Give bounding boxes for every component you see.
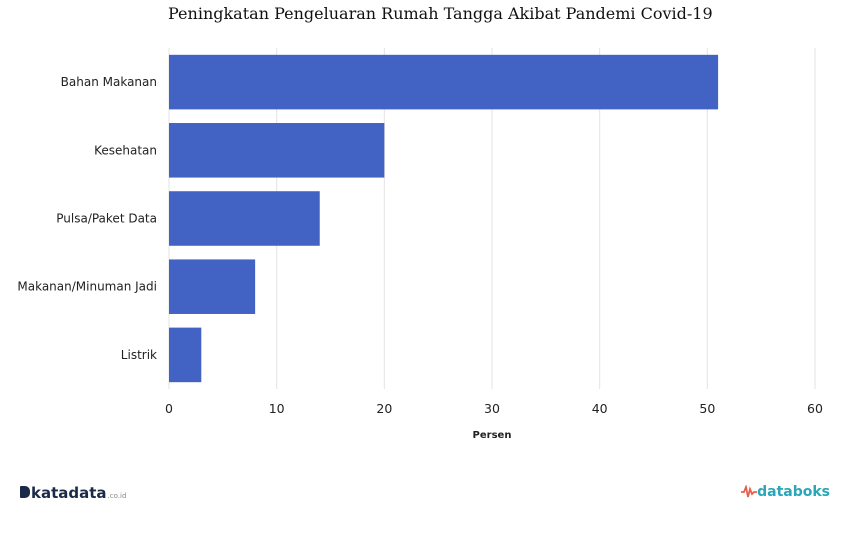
x-tick-label: 60 <box>807 401 823 416</box>
katadata-logo: katadata .co.id <box>20 484 126 502</box>
x-tick-label: 20 <box>376 401 392 416</box>
category-label: Kesehatan <box>94 143 157 157</box>
x-tick-label: 0 <box>165 401 173 416</box>
databoks-wave-icon <box>741 485 758 498</box>
katadata-logo-text: katadata <box>31 484 107 502</box>
bar <box>169 259 256 314</box>
category-label: Makanan/Minuman Jadi <box>17 280 157 294</box>
bar <box>169 54 719 110</box>
x-tick-label: 50 <box>699 401 715 416</box>
x-tick-label: 40 <box>592 401 608 416</box>
katadata-mark-icon <box>20 486 30 498</box>
bars <box>169 54 719 383</box>
category-label: Pulsa/Paket Data <box>56 212 157 226</box>
x-tick-label: 10 <box>269 401 285 416</box>
bar <box>169 327 202 383</box>
chart-title: Peningkatan Pengeluaran Rumah Tangga Aki… <box>168 4 713 23</box>
bar <box>169 191 320 246</box>
category-label: Bahan Makanan <box>61 75 157 89</box>
x-axis-label: Persen <box>473 430 512 441</box>
x-tick-labels: 0 10 20 30 40 50 60 <box>165 401 823 416</box>
katadata-logo-suffix: .co.id <box>107 492 127 500</box>
bar <box>169 123 385 178</box>
x-tick-label: 30 <box>484 401 500 416</box>
category-labels: Bahan Makanan Kesehatan Pulsa/Paket Data Ma… <box>17 75 157 362</box>
databoks-logo-text: databoks <box>757 484 830 500</box>
category-label: Listrik <box>121 348 157 362</box>
databoks-logo: databoks <box>741 484 830 500</box>
